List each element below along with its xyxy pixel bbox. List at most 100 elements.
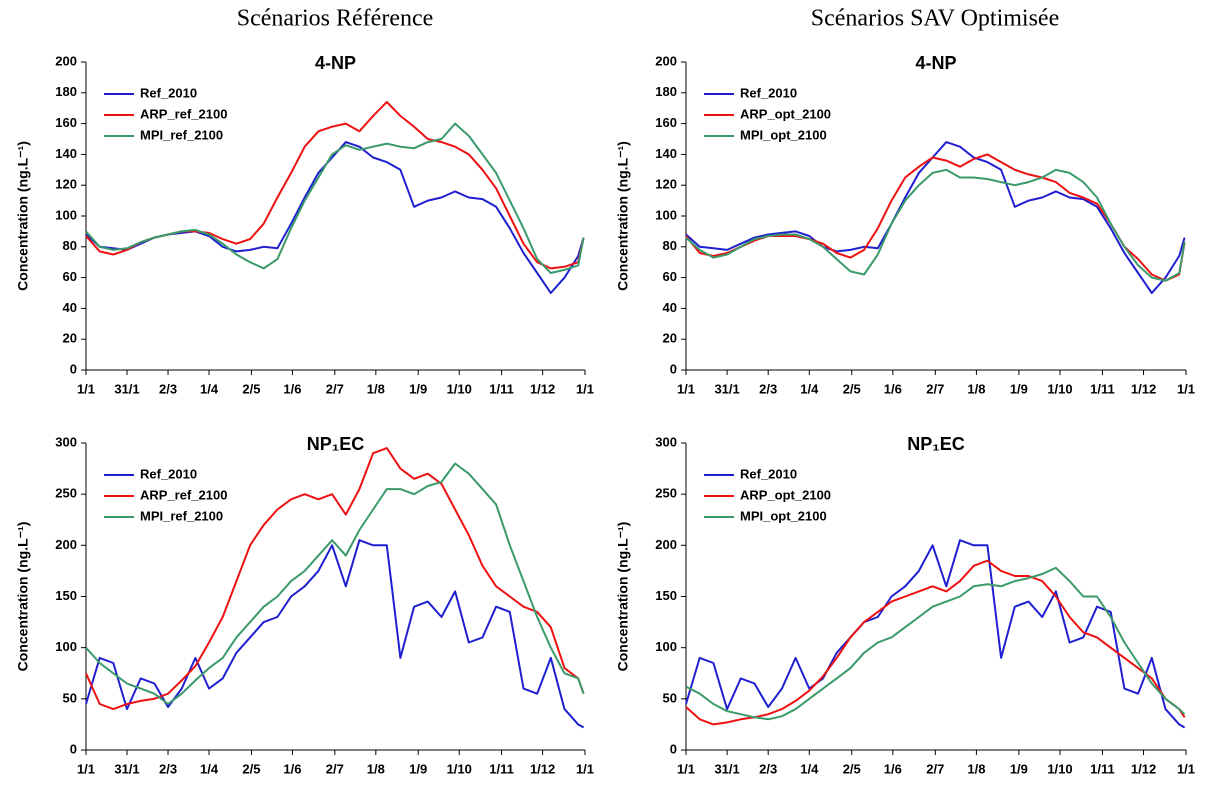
legend-label: Ref_2010	[140, 466, 197, 481]
x-tick-label: 1/11	[489, 381, 514, 396]
x-tick-label: 2/5	[843, 381, 861, 396]
x-tick-label: 1/11	[489, 761, 514, 776]
chart-title: NP₁EC	[907, 434, 964, 454]
y-tick-label: 60	[663, 269, 677, 284]
y-tick-label: 300	[655, 434, 677, 449]
x-tick-label: 2/3	[759, 761, 777, 776]
column-title: Scénarios SAV Optimisée	[811, 6, 1059, 32]
series-line	[685, 168, 1186, 282]
x-tick-label: 1/1	[1177, 761, 1195, 776]
chart-title: 4-NP	[915, 53, 956, 73]
x-tick-label: 2/5	[242, 381, 260, 396]
x-tick-label: 2/7	[326, 761, 344, 776]
y-tick-label: 300	[55, 434, 77, 449]
y-tick-label: 120	[55, 177, 77, 192]
y-tick-label: 160	[55, 115, 77, 130]
x-tick-label: 1/8	[967, 381, 985, 396]
y-tick-label: 0	[70, 741, 77, 756]
y-tick-label: 200	[655, 53, 677, 68]
x-tick-label: 31/1	[114, 761, 139, 776]
x-tick-label: 1/6	[283, 761, 301, 776]
x-tick-label: 1/8	[367, 761, 385, 776]
x-tick-label: 2/7	[926, 761, 944, 776]
series-line	[685, 559, 1186, 726]
column-title: Scénarios Référence	[237, 6, 434, 32]
x-tick-label: 1/8	[367, 381, 385, 396]
x-tick-label: 1/4	[800, 381, 819, 396]
x-tick-label: 2/3	[759, 381, 777, 396]
legend-label: ARP_ref_2100	[140, 106, 227, 121]
x-tick-label: 1/9	[1010, 381, 1028, 396]
x-tick-label: 1/11	[1090, 381, 1115, 396]
legend-label: Ref_2010	[740, 466, 797, 481]
series-line	[685, 153, 1186, 282]
y-tick-label: 20	[663, 331, 677, 346]
x-tick-label: 1/1	[77, 381, 95, 396]
y-tick-label: 0	[670, 361, 677, 376]
x-tick-label: 1/12	[530, 381, 555, 396]
x-tick-label: 1/6	[283, 381, 301, 396]
y-tick-label: 60	[63, 269, 77, 284]
x-tick-label: 1/11	[1090, 761, 1115, 776]
x-tick-label: 31/1	[714, 761, 739, 776]
y-tick-label: 100	[55, 639, 77, 654]
y-tick-label: 180	[655, 84, 677, 99]
x-tick-label: 1/8	[967, 761, 985, 776]
y-tick-label: 150	[655, 588, 677, 603]
y-tick-label: 250	[55, 486, 77, 501]
legend-label: MPI_ref_2100	[140, 127, 223, 142]
legend-label: MPI_opt_2100	[740, 508, 827, 523]
series-line	[85, 539, 585, 729]
x-tick-label: 1/10	[447, 381, 472, 396]
series-line	[685, 539, 1186, 729]
y-axis-label: Concentration (ng.L⁻¹)	[15, 141, 31, 291]
x-tick-label: 1/6	[884, 761, 902, 776]
x-tick-label: 1/4	[200, 381, 219, 396]
legend-label: ARP_ref_2100	[140, 487, 227, 502]
series-line	[85, 122, 585, 274]
x-tick-label: 1/10	[447, 761, 472, 776]
x-tick-label: 1/12	[1131, 761, 1156, 776]
x-tick-label: 1/12	[1131, 381, 1156, 396]
x-tick-label: 1/9	[409, 381, 427, 396]
x-tick-label: 1/12	[530, 761, 555, 776]
x-tick-label: 1/6	[884, 381, 902, 396]
y-axis-label: Concentration (ng.L⁻¹)	[15, 522, 31, 672]
legend-label: ARP_opt_2100	[740, 106, 831, 121]
x-tick-label: 1/4	[800, 761, 819, 776]
y-tick-label: 250	[655, 486, 677, 501]
y-tick-label: 80	[63, 238, 77, 253]
y-tick-label: 100	[55, 207, 77, 222]
legend-label: Ref_2010	[740, 85, 797, 100]
chart-title: 4-NP	[315, 53, 356, 73]
x-tick-label: 31/1	[114, 381, 139, 396]
x-tick-label: 2/7	[926, 381, 944, 396]
y-axis-label: Concentration (ng.L⁻¹)	[615, 522, 631, 672]
x-tick-label: 1/1	[576, 761, 594, 776]
x-tick-label: 1/10	[1047, 381, 1072, 396]
x-tick-label: 1/1	[77, 761, 95, 776]
x-tick-label: 1/1	[677, 381, 695, 396]
series-line	[85, 462, 585, 705]
legend-label: MPI_opt_2100	[740, 127, 827, 142]
y-tick-label: 0	[670, 741, 677, 756]
legend-label: ARP_opt_2100	[740, 487, 831, 502]
x-tick-label: 2/3	[159, 381, 177, 396]
x-tick-label: 1/1	[576, 381, 594, 396]
series-line	[685, 566, 1186, 721]
y-tick-label: 120	[655, 177, 677, 192]
x-tick-label: 1/4	[200, 761, 219, 776]
legend-label: MPI_ref_2100	[140, 508, 223, 523]
x-tick-label: 1/1	[1177, 381, 1195, 396]
x-tick-label: 1/9	[1010, 761, 1028, 776]
y-tick-label: 200	[655, 537, 677, 552]
y-tick-label: 40	[663, 300, 677, 315]
series-line	[85, 447, 585, 711]
y-tick-label: 40	[63, 300, 77, 315]
series-line	[685, 141, 1186, 294]
legend-label: Ref_2010	[140, 85, 197, 100]
series-line	[85, 141, 585, 294]
y-tick-label: 50	[63, 690, 77, 705]
y-tick-label: 200	[55, 537, 77, 552]
